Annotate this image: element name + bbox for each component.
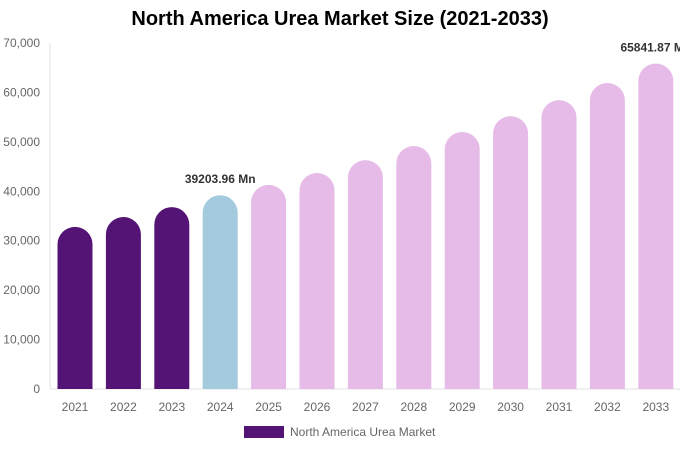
bar-2026	[299, 172, 335, 389]
x-tick-label: 2022	[110, 400, 137, 414]
bar-2022	[105, 217, 141, 389]
x-tick-label: 2024	[207, 400, 234, 414]
data-label: 65841.87 Mn	[620, 41, 680, 55]
bar-2029	[444, 131, 480, 389]
y-tick-label: 30,000	[3, 234, 40, 248]
x-tick-label: 2033	[642, 400, 669, 414]
x-tick-label: 2028	[400, 400, 427, 414]
x-tick-label: 2027	[352, 400, 379, 414]
x-tick-label: 2029	[449, 400, 476, 414]
legend: North America Urea Market	[244, 425, 435, 439]
x-tick-label: 2021	[62, 400, 89, 414]
y-tick-label: 50,000	[3, 135, 40, 149]
legend-swatch	[244, 426, 284, 438]
bar-2027	[347, 160, 383, 389]
bar-2032	[589, 83, 625, 389]
y-tick-label: 10,000	[3, 333, 40, 347]
x-tick-label: 2030	[497, 400, 524, 414]
bar-2025	[251, 184, 287, 389]
x-tick-label: 2026	[304, 400, 331, 414]
x-tick-label: 2025	[255, 400, 282, 414]
y-tick-label: 20,000	[3, 283, 40, 297]
data-label: 39203.96 Mn	[185, 172, 256, 186]
y-tick-label: 60,000	[3, 85, 40, 99]
y-tick-label: 0	[33, 382, 40, 396]
bar-2024	[202, 195, 238, 389]
bar-2031	[541, 100, 577, 389]
bar-2030	[493, 116, 529, 389]
y-tick-label: 40,000	[3, 184, 40, 198]
x-tick-label: 2031	[546, 400, 573, 414]
bar-2023	[154, 207, 190, 389]
y-tick-label: 70,000	[3, 36, 40, 50]
chart-title: North America Urea Market Size (2021-203…	[131, 8, 549, 30]
bar-2033	[638, 63, 674, 389]
legend-label: North America Urea Market	[290, 425, 436, 439]
x-tick-label: 2032	[594, 400, 621, 414]
x-tick-label: 2023	[158, 400, 185, 414]
bar-2028	[396, 146, 432, 389]
bar-2021	[57, 226, 93, 389]
